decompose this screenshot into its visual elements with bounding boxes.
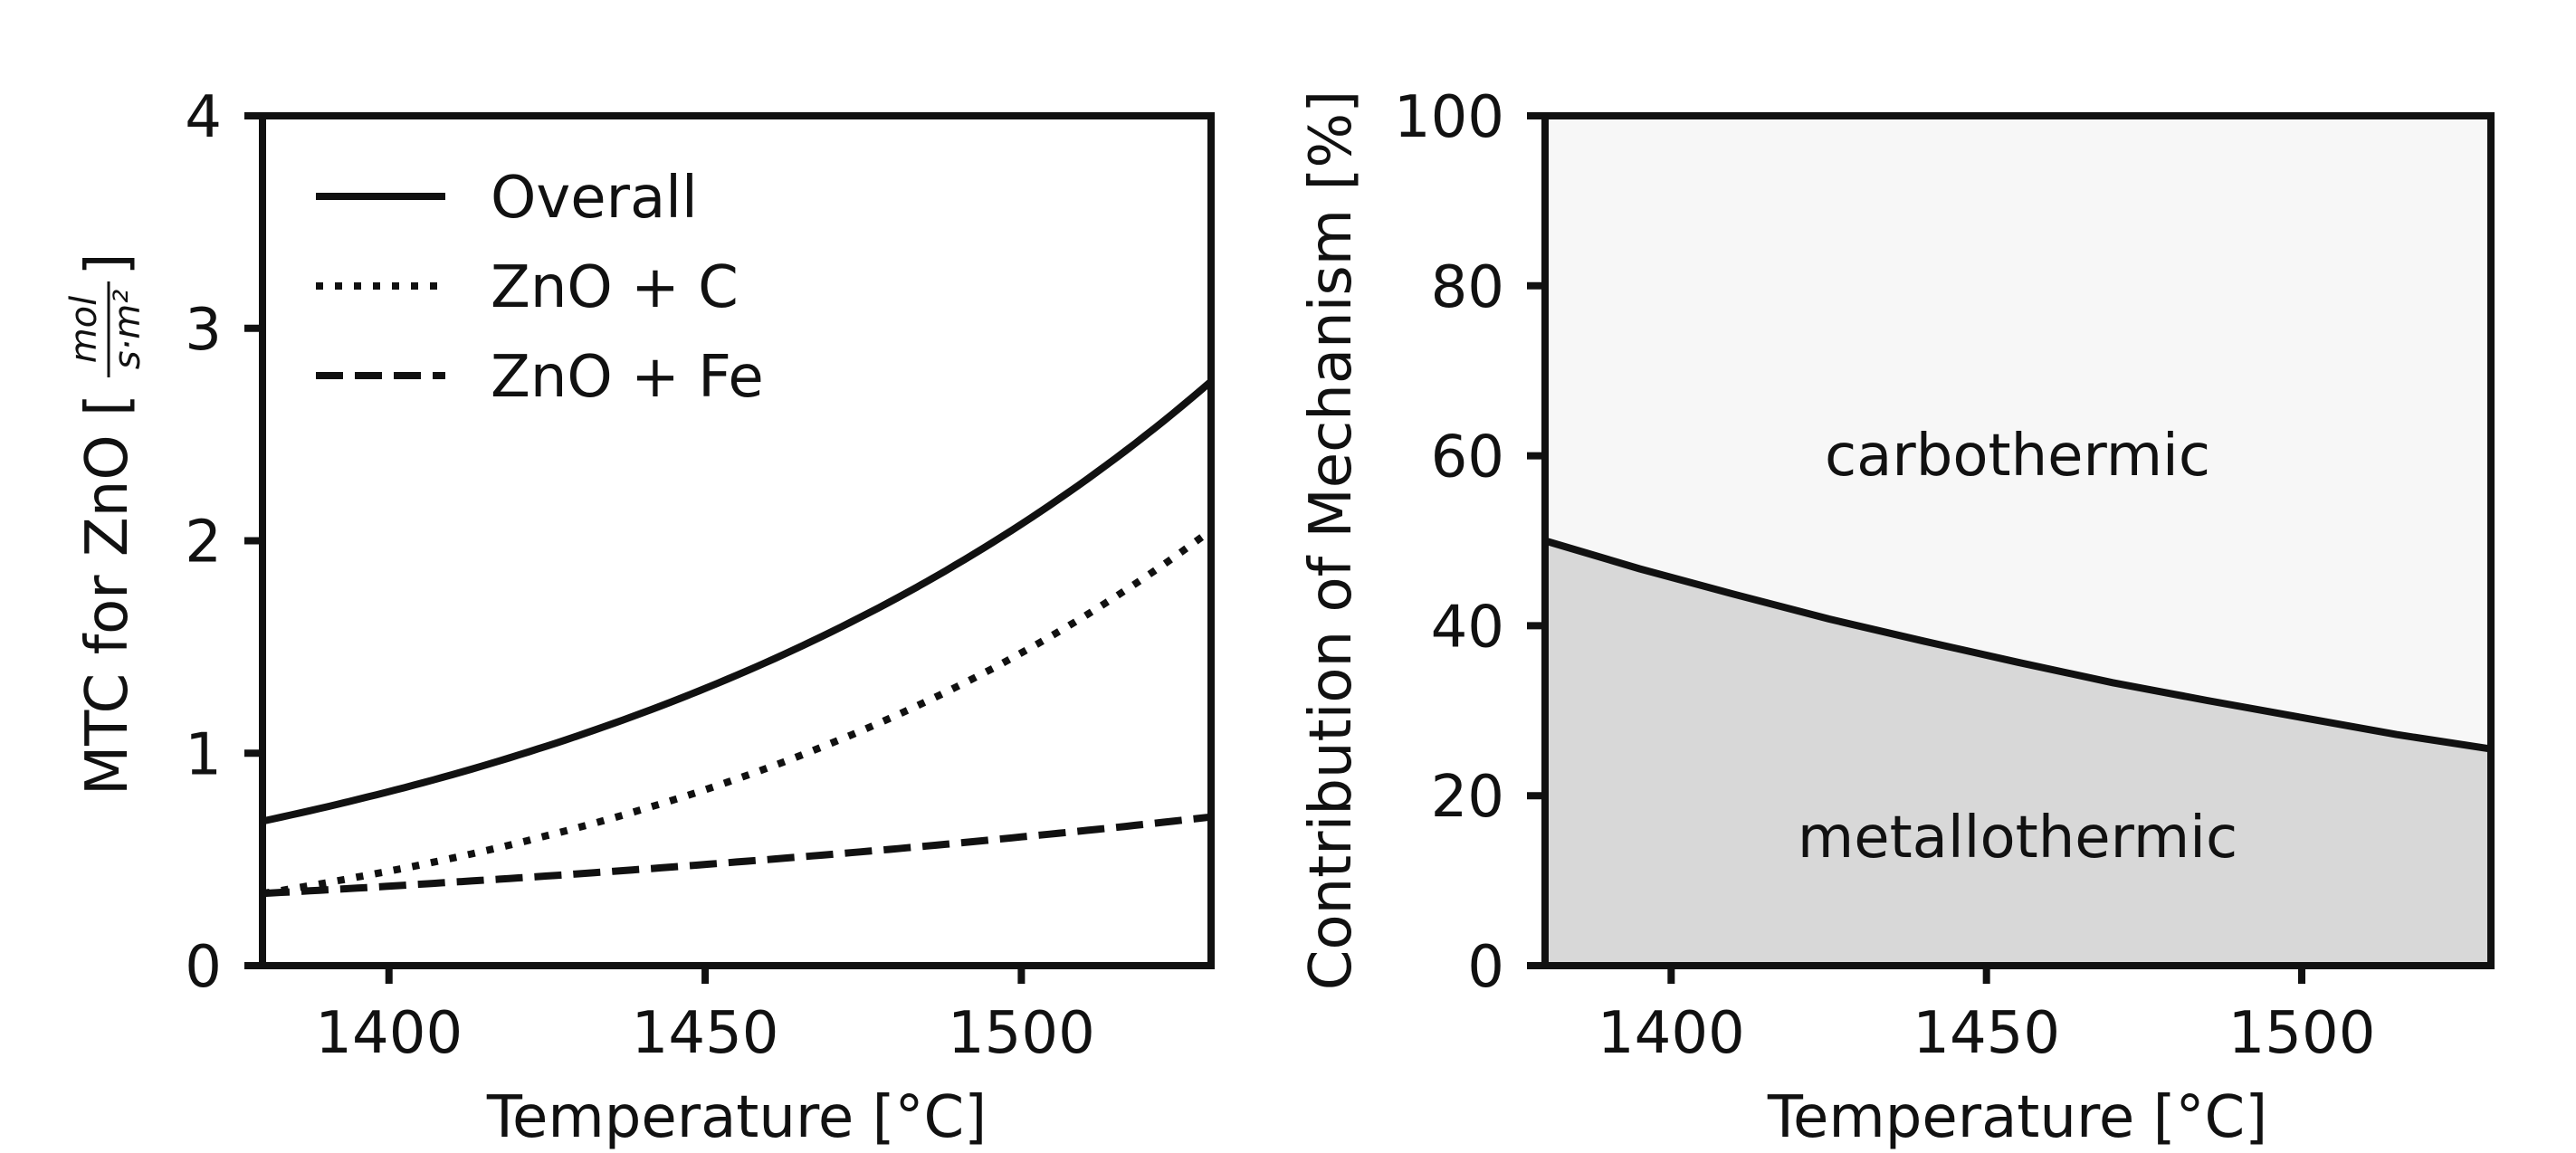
series-line-overall	[262, 381, 1211, 821]
legend: Overall ZnO + C ZnO + Fe	[316, 165, 764, 411]
left-y-tick-label: 0	[185, 934, 222, 1001]
series-line-zno-c	[262, 530, 1211, 893]
left-x-tick-label: 1500	[948, 1000, 1095, 1067]
legend-label-overall: Overall	[491, 165, 698, 232]
right-y-tick-label: 60	[1431, 424, 1504, 491]
right-x-tick-label: 1400	[1598, 1000, 1745, 1067]
right-y-tick-label: 40	[1431, 594, 1504, 661]
region-label-carbothermic: carbothermic	[1825, 423, 2210, 490]
left-y-tick-label: 4	[185, 84, 222, 151]
y-label-unit-denominator: s·m²	[107, 290, 148, 370]
right-y-axis-label: Contribution of Mechanism [%]	[1298, 91, 1365, 990]
left-axes-frame	[262, 116, 1211, 966]
y-label-prefix: MTC for ZnO [	[74, 394, 141, 796]
mtc-chart: 1400 1450 1500 0 1 2 3 4 Temperature [°C] MTC f…	[63, 84, 1211, 1151]
mechanism-contribution-chart: 1400 1450 1500 0 20 40 60 80 100 Temperature [°C…	[1298, 84, 2491, 1151]
right-x-tick-label: 1500	[2228, 1000, 2376, 1067]
legend-label-zno-c: ZnO + C	[491, 254, 739, 321]
legend-label-zno-fe: ZnO + Fe	[491, 344, 764, 411]
left-x-axis-label: Temperature [°C]	[486, 1084, 987, 1151]
right-y-tick-label: 80	[1431, 254, 1504, 321]
left-y-axis-label: MTC for ZnO [ mol s·m² ]	[63, 253, 148, 796]
left-y-tick-label: 1	[185, 721, 222, 788]
region-label-metallothermic: metallothermic	[1798, 805, 2237, 872]
right-x-axis-label: Temperature [°C]	[1767, 1084, 2267, 1151]
y-label-suffix: ]	[74, 253, 141, 276]
right-y-tick-label: 20	[1431, 764, 1504, 831]
right-y-tick-label: 100	[1394, 84, 1504, 151]
left-y-tick-label: 3	[185, 297, 222, 364]
right-y-tick-label: 0	[1467, 934, 1504, 1001]
series-line-zno-fe	[262, 817, 1211, 894]
left-y-tick-label: 2	[185, 510, 222, 576]
y-label-unit-numerator: mol	[63, 296, 105, 364]
left-x-tick-label: 1400	[315, 1000, 463, 1067]
right-x-tick-label: 1450	[1913, 1000, 2060, 1067]
left-x-tick-label: 1450	[632, 1000, 779, 1067]
